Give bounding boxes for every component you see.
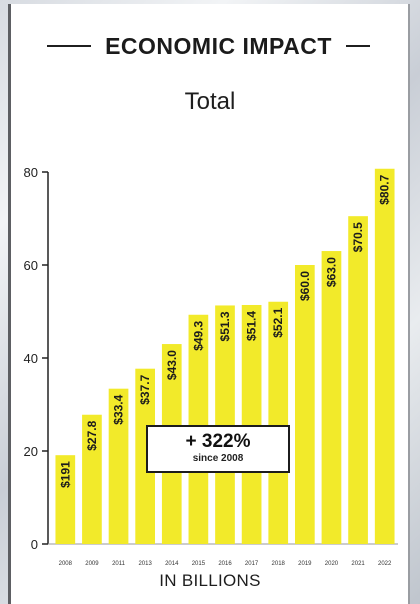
bar-data-label: $51.4 <box>245 311 259 341</box>
bar-data-label: $63.0 <box>324 257 338 287</box>
bar <box>374 168 395 544</box>
x-tick-label: 2014 <box>165 561 179 567</box>
bar-data-label: $49.3 <box>191 320 205 350</box>
bar <box>55 455 76 544</box>
x-tick-label: 2021 <box>351 561 365 567</box>
x-tick-label: 2017 <box>245 561 259 567</box>
y-tick-label: 40 <box>24 351 38 366</box>
x-tick-label: 2019 <box>298 561 312 567</box>
bar-data-label: $52.1 <box>271 307 285 337</box>
x-tick-label: 2020 <box>325 561 339 567</box>
x-tick-label: 2009 <box>85 561 99 567</box>
x-tick-label: 2015 <box>192 561 206 567</box>
bar-data-label: $70.5 <box>351 222 365 252</box>
bar-data-label: $60.0 <box>298 271 312 301</box>
bar <box>268 301 289 544</box>
x-tick-label: 2018 <box>272 561 286 567</box>
chart-title: Total <box>184 88 236 115</box>
growth-callout-caption: since 2008 <box>192 453 244 464</box>
bar <box>321 251 342 545</box>
y-tick-label: 80 <box>24 165 38 180</box>
x-tick-label: 2008 <box>59 561 73 567</box>
bar-data-label: $80.7 <box>378 174 392 204</box>
bar-data-label: $33.4 <box>112 394 126 424</box>
bar <box>215 305 235 544</box>
bar <box>294 265 315 544</box>
y-tick-label: 0 <box>31 537 38 552</box>
header-rule-right <box>345 45 370 47</box>
bar <box>348 216 368 545</box>
bar-data-label: $191 <box>58 461 72 488</box>
y-tick-label: 20 <box>24 444 38 459</box>
bar <box>241 304 262 544</box>
bar <box>135 368 156 544</box>
bar <box>82 414 102 544</box>
growth-callout-value: + 322% <box>185 431 251 452</box>
x-tick-label: 2013 <box>138 561 152 567</box>
header-rule-left <box>47 45 92 47</box>
bar-data-label: $43.0 <box>165 350 179 380</box>
growth-callout: + 322% since 2008 <box>146 425 290 473</box>
x-tick-label: 2016 <box>218 561 232 567</box>
section-title: ECONOMIC IMPACT <box>105 32 332 59</box>
x-tick-label: 2022 <box>378 561 392 567</box>
section-header: ECONOMIC IMPACT <box>11 26 408 66</box>
x-axis-label: IN BILLIONS <box>159 571 261 590</box>
bar-data-label: $27.8 <box>85 420 99 450</box>
bar <box>108 388 129 544</box>
x-tick-label: 2011 <box>112 561 126 567</box>
y-tick-label: 60 <box>24 258 38 273</box>
bar-data-label: $37.7 <box>138 374 152 404</box>
bar-data-label: $51.3 <box>218 311 232 341</box>
